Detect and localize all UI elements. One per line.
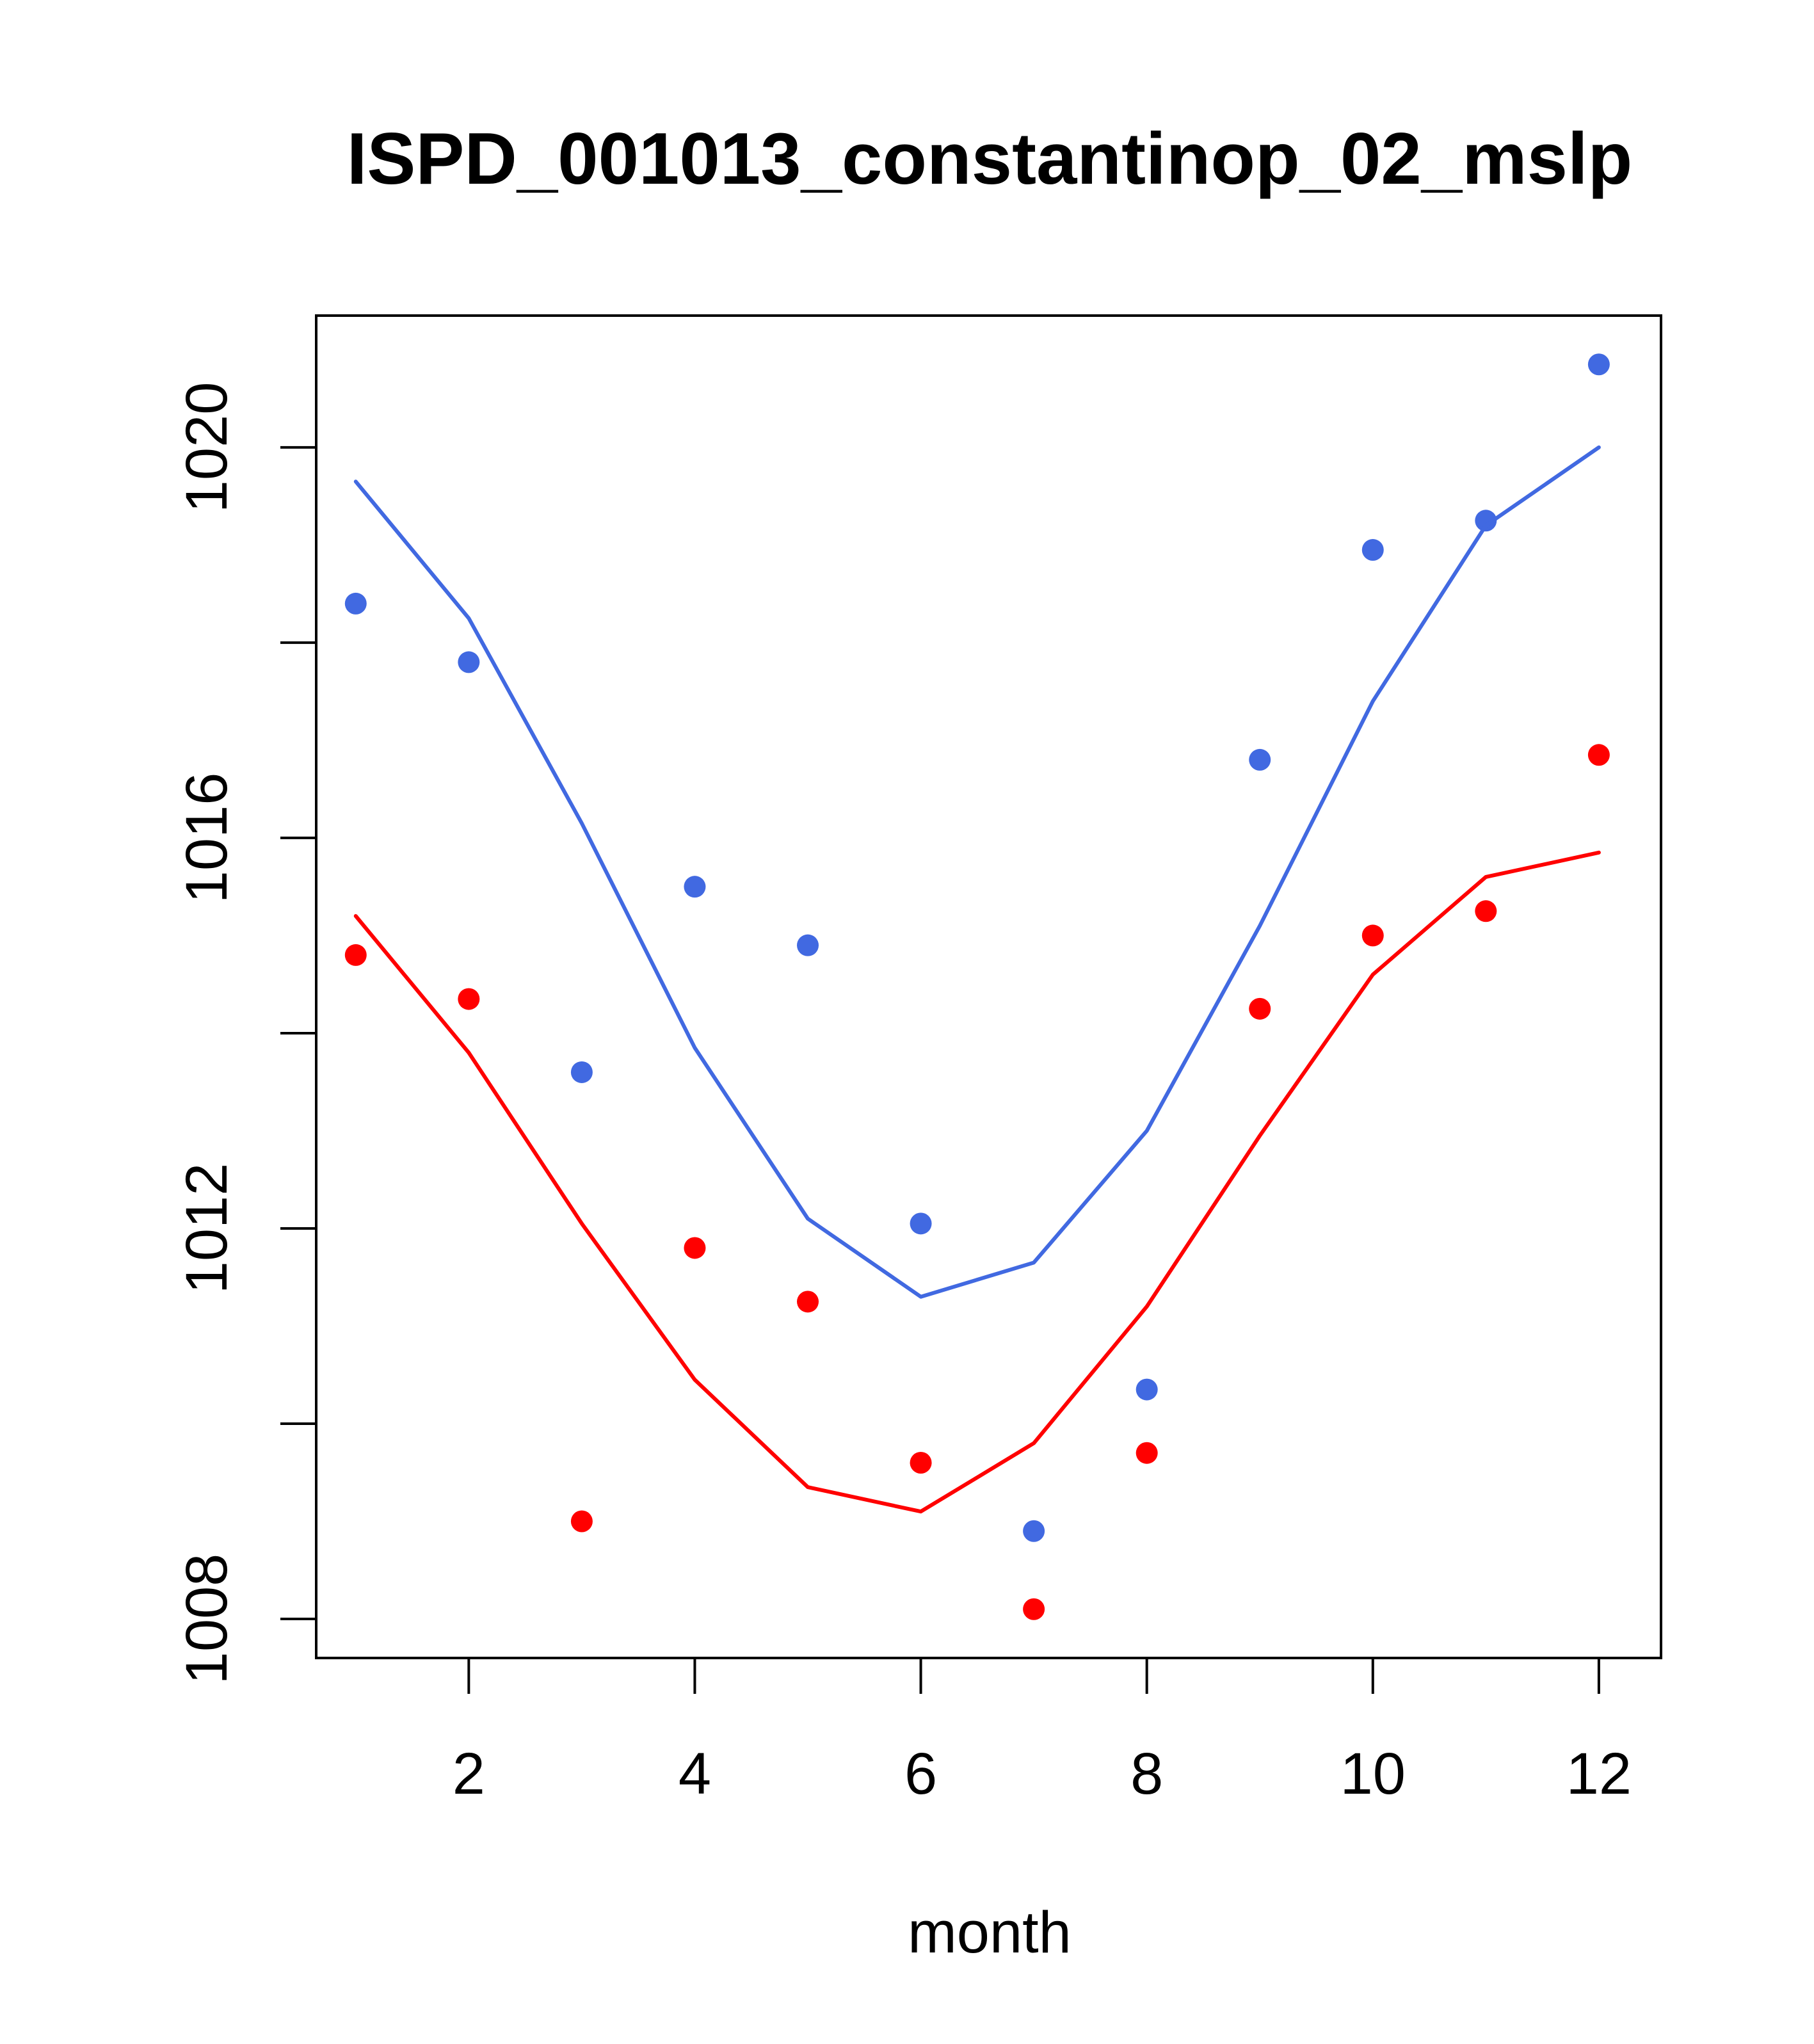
point-red-points-2 [458,988,480,1010]
point-red-points-12 [1587,744,1610,766]
series-blue-line [353,445,1601,1299]
point-red-points-7 [1023,1598,1045,1620]
point-blue-points-3 [570,1061,593,1083]
series-red-points [344,744,1610,1620]
y-axis: 1008 1012 1016 1020 [174,382,317,1685]
x-tick-label-4: 4 [678,1741,711,1807]
point-blue-points-1 [344,592,367,615]
point-red-points-11 [1475,900,1497,922]
point-blue-points-8 [1136,1378,1158,1401]
point-blue-points-2 [458,651,480,673]
point-blue-points-6 [910,1212,932,1235]
point-red-points-10 [1361,924,1384,947]
y-tick-label-1016: 1016 [174,773,239,904]
point-blue-points-11 [1475,510,1497,532]
point-blue-points-4 [684,876,706,898]
x-tick-label-8: 8 [1130,1741,1163,1807]
point-red-points-9 [1249,997,1271,1020]
x-tick-label-6: 6 [904,1741,937,1807]
point-red-points-5 [797,1291,819,1313]
point-red-points-3 [570,1510,593,1533]
x-tick-label-2: 2 [453,1741,485,1807]
point-red-points-6 [910,1451,932,1474]
point-red-points-4 [684,1237,706,1259]
x-axis: 2 4 6 8 10 12 [453,1657,1632,1807]
series-red-line [353,850,1601,1514]
point-blue-points-12 [1587,353,1610,376]
series-line-red-line [353,850,1601,1514]
chart-title: ISPD_001013_constantinop_02_mslp [347,118,1633,200]
x-axis-label: month [908,1900,1072,1965]
series-layer [344,353,1610,1620]
point-blue-points-9 [1249,748,1271,771]
point-blue-points-7 [1023,1520,1045,1542]
x-tick-label-12: 12 [1566,1741,1632,1807]
y-tick-label-1020: 1020 [174,382,239,513]
point-red-points-1 [344,944,367,966]
y-tick-label-1012: 1012 [174,1163,239,1294]
point-blue-points-10 [1361,539,1384,561]
point-red-points-8 [1136,1442,1158,1464]
y-tick-label-1008: 1008 [174,1554,239,1685]
series-line-blue-line [353,445,1601,1299]
x-tick-label-10: 10 [1340,1741,1406,1807]
series-blue-points [344,353,1610,1542]
point-blue-points-5 [797,934,819,956]
